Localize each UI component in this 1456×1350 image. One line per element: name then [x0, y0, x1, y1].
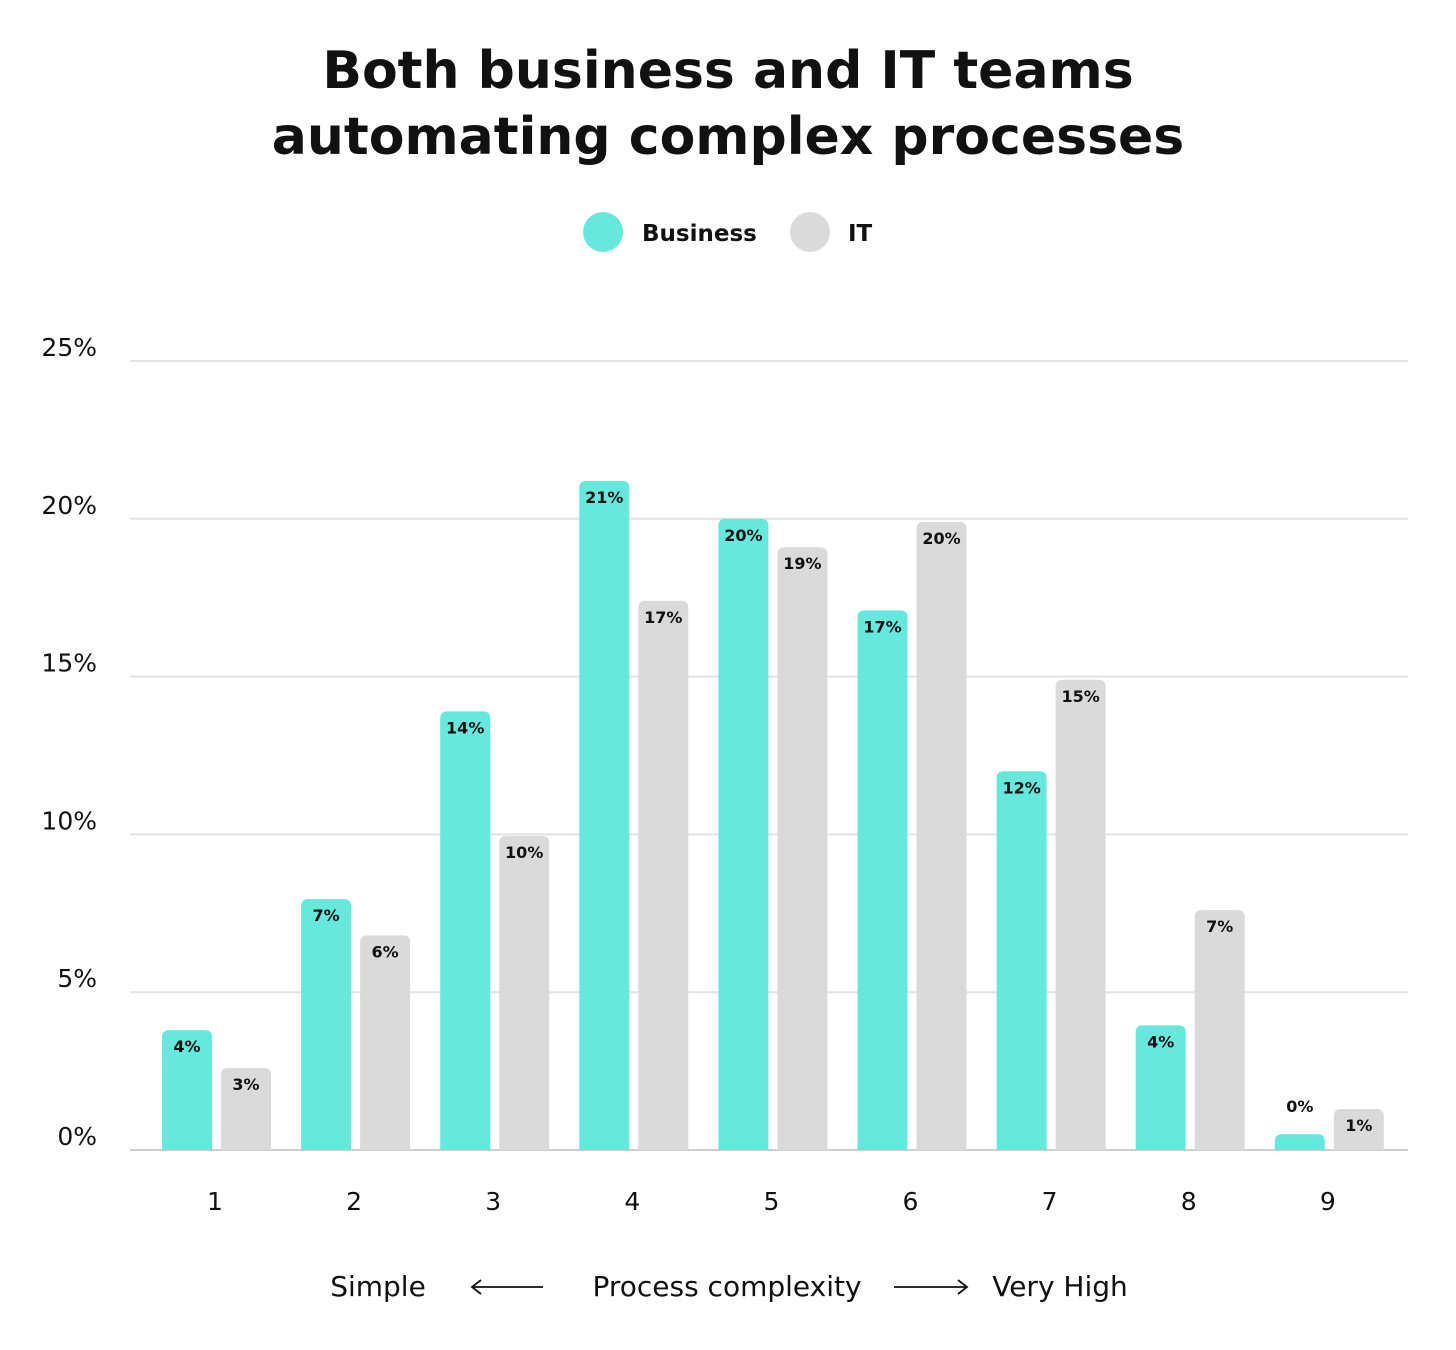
data-label: 14%	[446, 718, 484, 737]
x-caption-very-high: Very High	[992, 1270, 1128, 1303]
data-label: 0%	[1286, 1097, 1313, 1116]
legend-swatch-business	[583, 212, 623, 252]
data-label: 4%	[173, 1037, 200, 1056]
bar-business-4	[579, 480, 630, 1151]
y-tick-label: 15%	[41, 649, 97, 678]
bar-business-8	[1135, 1025, 1186, 1150]
data-label: 15%	[1061, 687, 1099, 706]
x-axis-caption: Simple Process complexity Very High	[330, 1270, 1128, 1303]
bar-it-9	[1333, 1108, 1384, 1150]
data-label: 19%	[783, 554, 821, 573]
y-axis-ticks: 0% 5% 10% 15% 20% 25%	[41, 333, 97, 1151]
legend-label-it: IT	[848, 221, 873, 247]
data-label: 7%	[1206, 917, 1233, 936]
y-tick-label: 20%	[41, 491, 97, 520]
arrow-right-icon	[894, 1279, 969, 1295]
bar-business-9	[1274, 1134, 1325, 1150]
data-label: 6%	[372, 942, 399, 961]
x-axis-ticks: 1 2 3 4 5 6 7 8 9	[207, 1187, 1336, 1216]
data-label: 12%	[1002, 778, 1040, 797]
x-tick-label: 4	[624, 1187, 640, 1216]
x-tick-label: 5	[763, 1187, 779, 1216]
bar-it-5	[777, 547, 828, 1150]
bar-it-3	[499, 835, 550, 1150]
bar-business-3	[440, 711, 491, 1150]
bar-it-2	[360, 935, 411, 1150]
chart-title-line-1: Both business and IT teams	[322, 41, 1133, 101]
data-label: 20%	[922, 529, 960, 548]
x-tick-label: 7	[1042, 1187, 1058, 1216]
data-label: 4%	[1147, 1032, 1174, 1051]
bar-it-4	[638, 600, 689, 1150]
data-label: 1%	[1345, 1116, 1372, 1135]
arrow-left-icon	[470, 1279, 543, 1295]
y-tick-label: 5%	[57, 964, 97, 993]
bar-business-6	[857, 610, 908, 1150]
x-tick-label: 1	[207, 1187, 223, 1216]
x-tick-label: 2	[346, 1187, 362, 1216]
bar-business-1	[162, 1030, 212, 1150]
chart-title-line-2: automating complex processes	[272, 107, 1185, 167]
y-tick-label: 0%	[57, 1122, 97, 1151]
bar-it-8	[1194, 910, 1245, 1150]
x-caption-simple: Simple	[330, 1270, 426, 1303]
legend-label-business: Business	[642, 221, 757, 247]
data-label: 7%	[313, 906, 340, 925]
x-tick-label: 9	[1320, 1187, 1336, 1216]
y-tick-label: 25%	[41, 333, 97, 362]
bars: 4% 3% 7% 6% 14% 10% 21% 17% 20% 19% 17% 20% 12% 15% 4%…	[162, 480, 1384, 1151]
bar-it-6	[916, 521, 967, 1150]
data-label: 21%	[585, 488, 623, 507]
bar-it-1	[221, 1067, 271, 1150]
bar-business-2	[301, 899, 352, 1150]
x-caption-center: Process complexity	[592, 1270, 861, 1303]
x-tick-label: 3	[485, 1187, 501, 1216]
bar-business-5	[718, 518, 769, 1150]
bar-it-7	[1055, 679, 1106, 1150]
x-tick-label: 6	[903, 1187, 919, 1216]
legend-swatch-it	[790, 212, 830, 252]
legend: Business IT	[583, 212, 873, 252]
data-label: 17%	[863, 617, 901, 636]
x-tick-label: 8	[1181, 1187, 1197, 1216]
data-label: 17%	[644, 608, 682, 627]
data-label: 20%	[724, 526, 762, 545]
data-label: 3%	[232, 1075, 259, 1094]
data-label: 10%	[505, 843, 543, 862]
y-tick-label: 10%	[41, 806, 97, 835]
bar-business-7	[996, 771, 1047, 1150]
